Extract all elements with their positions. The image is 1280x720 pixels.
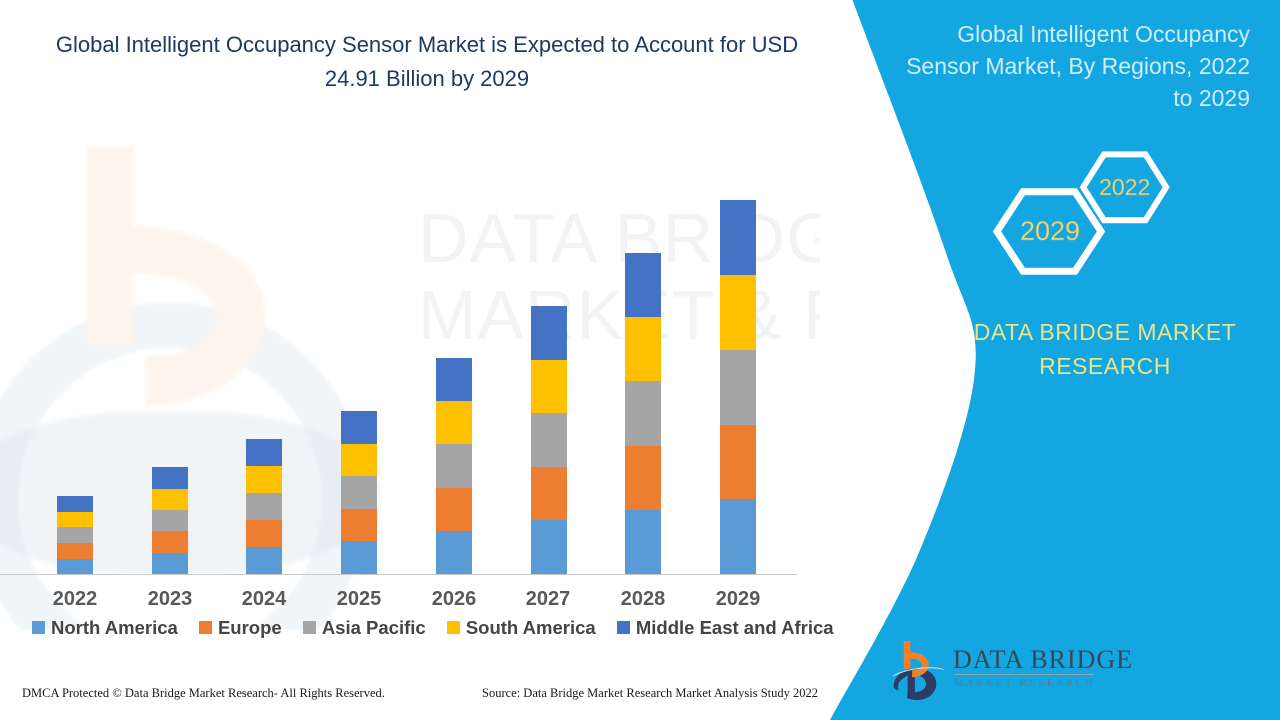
svg-text:2022: 2022: [1099, 174, 1150, 200]
svg-text:2029: 2029: [1020, 216, 1080, 246]
